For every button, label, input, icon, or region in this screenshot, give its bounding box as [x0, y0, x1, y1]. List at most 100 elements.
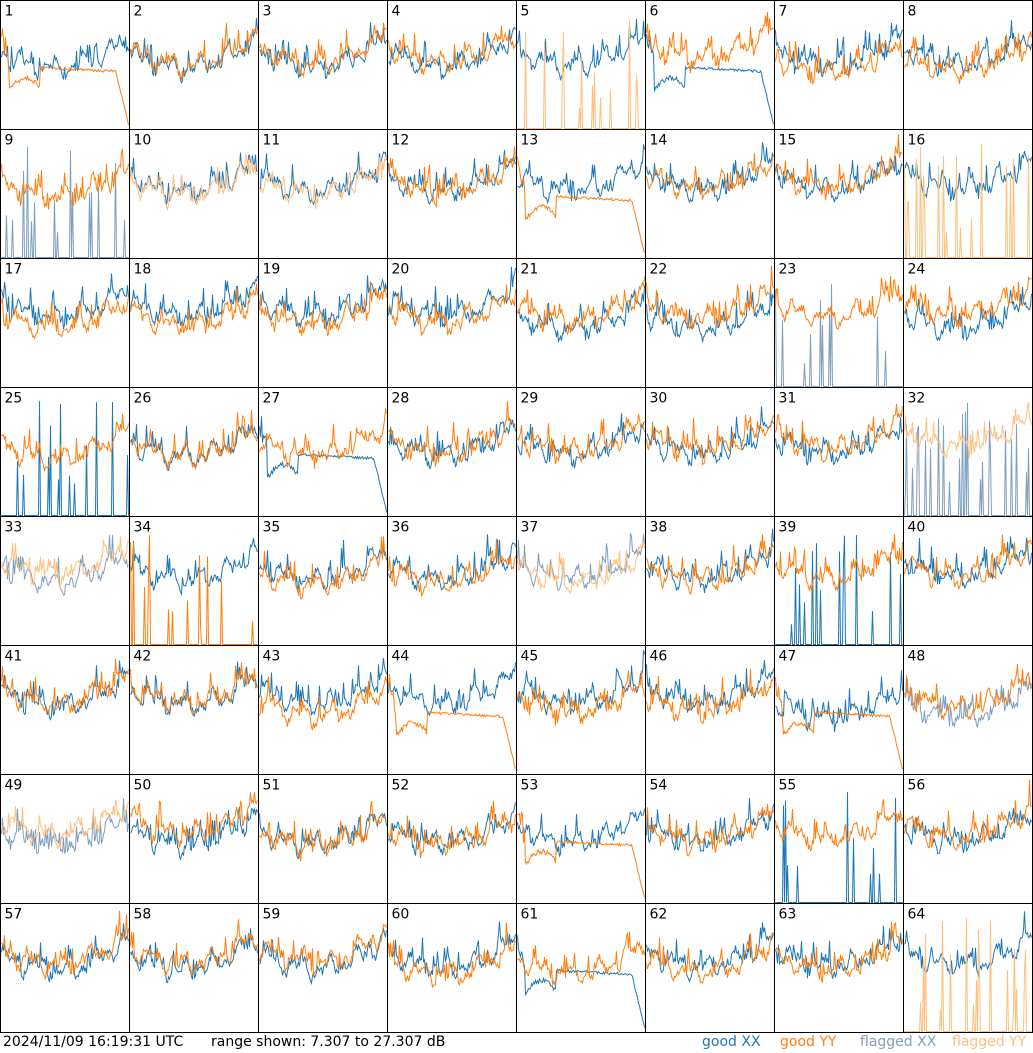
panel-label: 59 [263, 907, 281, 923]
panel-19: 19 [258, 258, 388, 388]
panel-label: 53 [521, 778, 539, 794]
panel-label: 3 [263, 4, 272, 20]
panel-frame [903, 0, 1033, 130]
panel-41: 41 [0, 645, 130, 775]
panel-label: 12 [392, 133, 410, 149]
panel-20: 20 [387, 258, 517, 388]
panel-label: 34 [134, 520, 152, 536]
panel-52: 52 [387, 774, 517, 904]
panel-35: 35 [258, 516, 388, 646]
yy-series-line [517, 20, 645, 129]
yy-series-line [775, 134, 903, 201]
panel-31: 31 [774, 387, 904, 517]
yy-series-line [646, 534, 774, 596]
panel-23: 23 [774, 258, 904, 388]
panel-label: 24 [908, 262, 926, 278]
yy-series-line [388, 25, 516, 75]
xx-series-line [388, 662, 516, 717]
panel-label: 21 [521, 262, 539, 278]
panel-label: 2 [134, 4, 143, 20]
xx-series-line [775, 925, 903, 979]
panel-44: 44 [387, 645, 517, 775]
xx-series-line [646, 798, 774, 852]
yy-series-line [1, 799, 129, 850]
panel-47: 47 [774, 645, 904, 775]
yy-series-line [904, 402, 1032, 460]
panel-36: 36 [387, 516, 517, 646]
yy-series-line [904, 144, 1032, 258]
panel-28: 28 [387, 387, 517, 517]
panel-12: 12 [387, 129, 517, 259]
xx-series-line [130, 17, 258, 84]
panel-label: 15 [779, 133, 797, 149]
panel-26: 26 [129, 387, 259, 517]
yy-series-line [517, 811, 645, 899]
yy-series-line [775, 276, 903, 330]
panel-label: 25 [5, 391, 23, 407]
yy-series-line [130, 919, 258, 977]
panel-40: 40 [903, 516, 1033, 646]
yy-series-line [130, 283, 258, 336]
yy-series-line [130, 410, 258, 471]
panel-14: 14 [645, 129, 775, 259]
panel-51: 51 [258, 774, 388, 904]
panel-frame [258, 645, 388, 775]
yy-series-line [775, 799, 903, 852]
xx-series-line [1, 34, 129, 81]
yy-series-line [1, 295, 129, 340]
panel-label: 7 [779, 4, 788, 20]
panel-label: 51 [263, 778, 281, 794]
panel-label: 28 [392, 391, 410, 407]
xx-series-line [130, 538, 258, 597]
panel-label: 41 [5, 649, 23, 665]
yy-series-line [130, 23, 258, 81]
panel-64: 64 [903, 903, 1033, 1033]
yy-series-line [259, 800, 387, 862]
yy-series-line [646, 931, 774, 984]
yy-series-line [775, 534, 903, 592]
panel-13: 13 [516, 129, 646, 259]
panel-label: 60 [392, 907, 410, 923]
panel-frame [387, 645, 517, 775]
panel-60: 60 [387, 903, 517, 1033]
yy-series-line [388, 674, 516, 769]
panel-1: 1 [0, 0, 130, 130]
yy-series-line [517, 413, 645, 465]
panel-17: 17 [0, 258, 130, 388]
panel-32: 32 [903, 387, 1033, 517]
panel-label: 33 [5, 520, 23, 536]
yy-series-line [646, 265, 774, 330]
yy-series-line [259, 156, 387, 209]
panel-frame [0, 774, 130, 904]
panel-label: 58 [134, 907, 152, 923]
yy-series-line [775, 676, 903, 770]
panel-frame [645, 903, 775, 1033]
panel-frame [645, 129, 775, 259]
panel-9: 9 [0, 129, 130, 259]
panel-label: 26 [134, 391, 152, 407]
panel-label: 4 [392, 4, 401, 20]
panel-label: 20 [392, 262, 410, 278]
yy-series-line [1, 413, 129, 473]
xx-series-line [646, 286, 774, 343]
xx-series-line [646, 406, 774, 467]
panel-33: 33 [0, 516, 130, 646]
panel-label: 45 [521, 649, 539, 665]
panel-2: 2 [129, 0, 259, 130]
yy-series-line [1, 536, 129, 590]
xx-series-line [904, 536, 1032, 590]
panel-4: 4 [387, 0, 517, 130]
panel-label: 1 [5, 4, 14, 20]
panel-55: 55 [774, 774, 904, 904]
yy-series-line [388, 401, 516, 467]
panel-label: 18 [134, 262, 152, 278]
xx-series-line [775, 283, 903, 387]
panel-57: 57 [0, 903, 130, 1033]
panel-label: 8 [908, 4, 917, 20]
legend-flagged-xx: flagged XX [860, 1034, 937, 1050]
panel-label: 10 [134, 133, 152, 149]
xx-series-line [517, 19, 645, 81]
yy-series-line [775, 921, 903, 984]
legend-good-yy: good YY [780, 1034, 837, 1050]
panel-3: 3 [258, 0, 388, 130]
